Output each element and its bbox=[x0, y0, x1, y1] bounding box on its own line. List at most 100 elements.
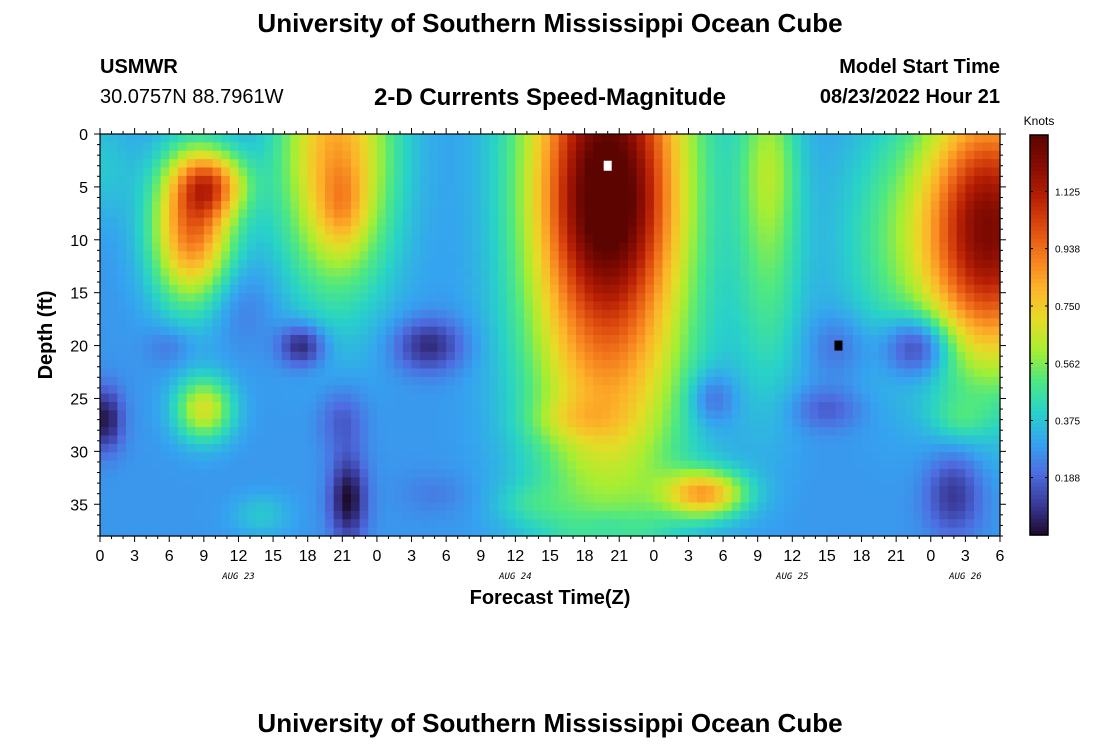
heatmap-cell bbox=[160, 393, 170, 403]
heatmap-cell bbox=[169, 351, 179, 361]
heatmap-cell bbox=[307, 217, 317, 227]
heatmap-cell bbox=[558, 393, 568, 403]
heatmap-cell bbox=[524, 427, 534, 437]
heatmap-cell bbox=[454, 259, 465, 269]
heatmap-cell bbox=[195, 443, 205, 453]
heatmap-cell bbox=[584, 360, 594, 370]
heatmap-cell bbox=[575, 460, 586, 470]
heatmap-cell bbox=[290, 175, 300, 185]
heatmap-cell bbox=[325, 268, 335, 277]
heatmap-cell bbox=[939, 276, 949, 286]
heatmap-cell bbox=[316, 527, 326, 537]
heatmap-cell bbox=[203, 192, 214, 202]
heatmap-cell bbox=[100, 393, 110, 403]
heatmap-cell bbox=[679, 209, 690, 219]
heatmap-cell bbox=[775, 217, 785, 227]
heatmap-cell bbox=[922, 368, 932, 378]
heatmap-cell bbox=[186, 402, 196, 411]
heatmap-cell bbox=[420, 175, 430, 185]
heatmap-cell bbox=[904, 335, 915, 344]
heatmap-cell bbox=[575, 368, 586, 378]
heatmap-cell bbox=[593, 469, 603, 478]
heatmap-cell bbox=[809, 460, 819, 470]
heatmap-cell bbox=[480, 284, 491, 294]
heatmap-cell bbox=[783, 209, 793, 219]
heatmap-cell bbox=[368, 485, 378, 495]
heatmap-cell bbox=[731, 159, 741, 169]
heatmap-cell bbox=[350, 460, 361, 470]
heatmap-cell bbox=[558, 226, 568, 236]
heatmap-cell bbox=[662, 242, 672, 252]
heatmap-cell bbox=[930, 201, 941, 210]
heatmap-cell bbox=[870, 251, 880, 261]
heatmap-cell bbox=[238, 293, 248, 303]
heatmap-cell bbox=[627, 402, 638, 411]
heatmap-cell bbox=[913, 234, 923, 244]
heatmap-cell bbox=[679, 410, 690, 420]
heatmap-cell bbox=[939, 192, 949, 202]
heatmap-cell bbox=[108, 293, 118, 303]
heatmap-cell bbox=[437, 418, 447, 428]
heatmap-cell bbox=[956, 142, 966, 152]
heatmap-cell bbox=[125, 226, 136, 236]
heatmap-cell bbox=[125, 259, 136, 269]
heatmap-cell bbox=[948, 469, 958, 478]
heatmap-cell bbox=[878, 184, 889, 194]
heatmap-cell bbox=[325, 376, 335, 386]
heatmap-cell bbox=[541, 201, 551, 210]
heatmap-cell bbox=[636, 284, 646, 294]
heatmap-cell bbox=[177, 519, 188, 529]
heatmap-cell bbox=[844, 410, 854, 420]
heatmap-cell bbox=[982, 318, 992, 328]
heatmap-cell bbox=[974, 402, 984, 411]
heatmap-cell bbox=[723, 418, 733, 428]
heatmap-cell bbox=[177, 460, 188, 470]
heatmap-cell bbox=[247, 443, 257, 453]
heatmap-cell bbox=[714, 469, 724, 478]
heatmap-cell bbox=[974, 335, 984, 344]
heatmap-cell bbox=[593, 443, 603, 453]
heatmap-cell bbox=[844, 519, 854, 529]
heatmap-cell bbox=[705, 485, 716, 495]
heatmap-cell bbox=[532, 259, 542, 269]
heatmap-cell bbox=[411, 410, 421, 420]
heatmap-cell bbox=[705, 326, 716, 336]
heatmap-cell bbox=[489, 335, 499, 344]
heatmap-cell bbox=[203, 502, 214, 512]
heatmap-cell bbox=[247, 402, 257, 411]
heatmap-cell bbox=[515, 502, 525, 512]
heatmap-cell bbox=[498, 301, 508, 311]
heatmap-cell bbox=[550, 335, 560, 344]
heatmap-cell bbox=[472, 519, 482, 529]
heatmap-cell bbox=[316, 309, 326, 319]
heatmap-cell bbox=[766, 469, 776, 478]
heatmap-cell bbox=[749, 251, 759, 261]
heatmap-cell bbox=[325, 393, 335, 403]
heatmap-cell bbox=[454, 376, 465, 386]
heatmap-cell bbox=[247, 167, 257, 177]
heatmap-cell bbox=[904, 309, 915, 319]
heatmap-cell bbox=[264, 485, 274, 495]
heatmap-cell bbox=[636, 418, 646, 428]
heatmap-cell bbox=[930, 184, 941, 194]
heatmap-cell bbox=[420, 335, 430, 344]
heatmap-cell bbox=[498, 217, 508, 227]
heatmap-cell bbox=[974, 259, 984, 269]
heatmap-cell bbox=[991, 217, 1001, 227]
heatmap-cell bbox=[454, 435, 465, 445]
heatmap-cell bbox=[333, 510, 343, 520]
heatmap-cell bbox=[212, 293, 222, 303]
heatmap-cell bbox=[619, 192, 629, 202]
heatmap-cell bbox=[169, 301, 179, 311]
heatmap-cell bbox=[420, 201, 430, 210]
heatmap-cell bbox=[524, 418, 534, 428]
heatmap-cell bbox=[662, 368, 672, 378]
heatmap-cell bbox=[108, 402, 118, 411]
heatmap-cell bbox=[740, 175, 750, 185]
heatmap-cell bbox=[169, 326, 179, 336]
heatmap-cell bbox=[775, 175, 785, 185]
heatmap-cell bbox=[402, 410, 413, 420]
heatmap-cell bbox=[186, 527, 196, 537]
heatmap-cell bbox=[151, 150, 162, 160]
heatmap-cell bbox=[619, 485, 629, 495]
